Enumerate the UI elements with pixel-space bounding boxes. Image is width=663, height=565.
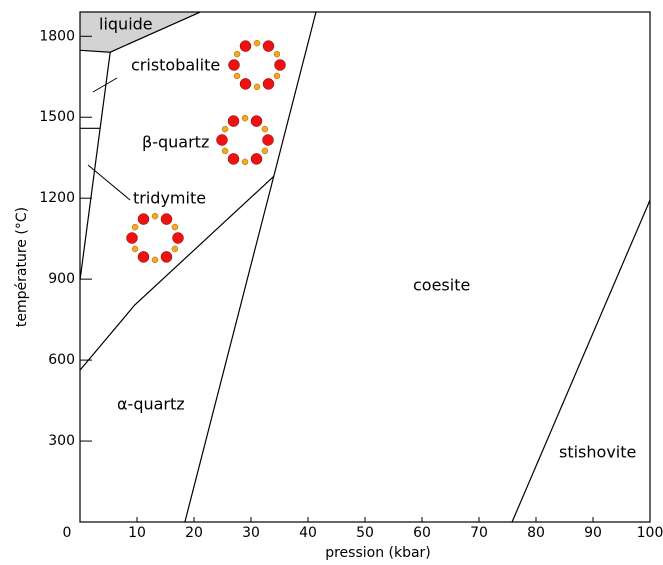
oxygen-atom <box>233 50 241 58</box>
silicon-atom <box>172 232 184 244</box>
oxygen-atom <box>241 158 249 166</box>
silicon-atom <box>239 40 252 52</box>
silicon-atom <box>160 213 173 225</box>
silicon-atom <box>250 115 263 127</box>
oxygen-atom <box>273 50 281 58</box>
oxygen-atom <box>131 223 139 231</box>
y-tick-label: 1500 <box>39 109 75 125</box>
oxygen-atom <box>253 39 261 47</box>
y-tick-label: 300 <box>48 433 75 449</box>
leader-line <box>92 77 118 93</box>
phase-label: cristobalite <box>131 56 220 75</box>
phase-label: coesite <box>413 276 470 295</box>
phase-label: stishovite <box>559 443 636 462</box>
silicon-atom <box>274 59 286 71</box>
phase-label: α-quartz <box>117 395 185 414</box>
phase-boundary <box>184 11 317 523</box>
x-tick-label: 70 <box>470 525 488 541</box>
oxygen-atom <box>171 223 179 231</box>
oxygen-atom <box>241 114 249 122</box>
silicon-atom <box>126 232 138 244</box>
x-tick-label: 20 <box>185 525 203 541</box>
y-tick-label: 1200 <box>39 190 75 206</box>
phase-boundary <box>511 199 651 523</box>
silicon-atom <box>227 153 240 165</box>
x-tick-label: 50 <box>356 525 374 541</box>
x-tick-label: 10 <box>128 525 146 541</box>
ring-icon <box>126 212 184 264</box>
y-tick-label: 600 <box>48 352 75 368</box>
y-axis-label: température (°C) <box>14 207 30 327</box>
silicon-atom <box>262 40 275 52</box>
x-tick-label: 30 <box>242 525 260 541</box>
oxygen-atom <box>273 72 281 80</box>
phase-boundary <box>79 11 200 53</box>
oxygen-atom <box>151 256 159 264</box>
silicon-atom <box>227 115 240 127</box>
x-tick-label: 40 <box>299 525 317 541</box>
phase-label: liquide <box>99 15 153 34</box>
silicon-atom <box>262 134 274 146</box>
x-axis-label: pression (kbar) <box>325 545 431 561</box>
oxygen-atom <box>233 72 241 80</box>
x-tick-label: 60 <box>413 525 431 541</box>
silicon-atom <box>262 78 275 90</box>
x-tick-label: 0 <box>63 525 72 541</box>
x-tick-label: 90 <box>584 525 602 541</box>
y-tick-label: 1800 <box>39 28 75 44</box>
oxygen-atom <box>253 83 261 91</box>
phase-boundary <box>79 52 111 281</box>
oxygen-atom <box>171 245 179 253</box>
ring-icon <box>228 39 286 91</box>
oxygen-atom <box>221 147 229 155</box>
silicon-atom <box>216 134 228 146</box>
oxygen-atom <box>131 245 139 253</box>
phase-label: tridymite <box>133 189 206 208</box>
x-tick-label: 80 <box>527 525 545 541</box>
y-tick-label: 900 <box>48 271 75 287</box>
silicon-atom <box>137 251 150 263</box>
regions <box>80 12 200 53</box>
silicon-atom <box>239 78 252 90</box>
ring-icon <box>216 114 274 166</box>
silicon-atom <box>250 153 263 165</box>
phase-boundary <box>79 175 275 371</box>
x-tick-label: 100 <box>637 525 663 541</box>
oxygen-atom <box>221 125 229 133</box>
silicon-atom <box>160 251 173 263</box>
oxygen-atom <box>151 212 159 220</box>
silicon-atom <box>137 213 150 225</box>
oxygen-atom <box>261 125 269 133</box>
oxygen-atom <box>261 147 269 155</box>
phase-region <box>80 12 200 53</box>
silicon-atom <box>228 59 240 71</box>
phase-label: β-quartz <box>142 133 209 152</box>
